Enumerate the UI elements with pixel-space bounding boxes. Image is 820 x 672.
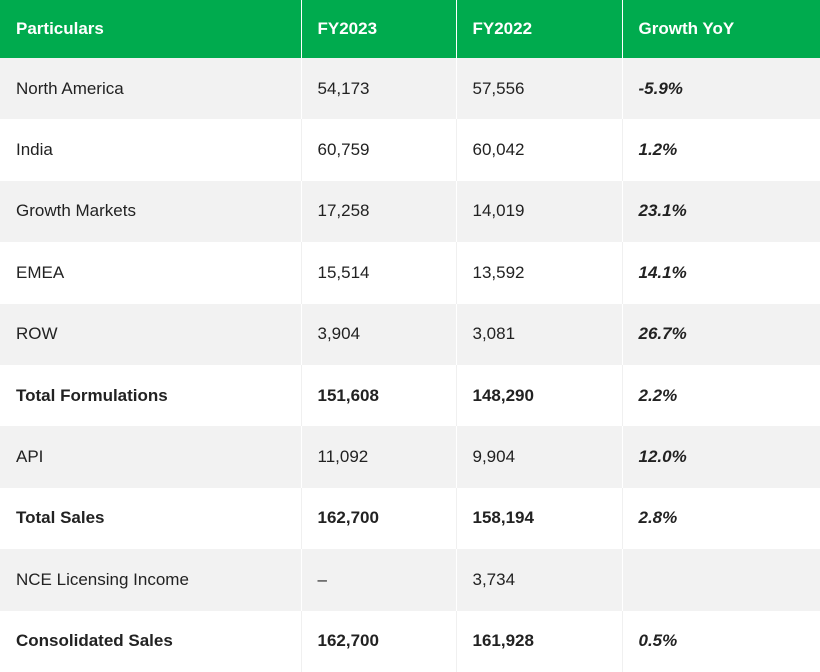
table-cell: 2.8%	[622, 487, 820, 550]
table-cell: 1.2%	[622, 119, 820, 181]
table-cell: 3,904	[301, 303, 457, 365]
header-cell: Growth YoY	[622, 0, 820, 58]
table-cell: 9,904	[456, 426, 623, 488]
table-row: NCE Licensing Income –3,734	[0, 549, 820, 611]
table-cell: 162,700	[301, 610, 457, 672]
table-cell: 2.2%	[622, 364, 820, 427]
table-row: Total Sales 162,700 158,194 2.8%	[0, 487, 820, 550]
table-cell: 57,556	[456, 58, 623, 120]
table-cell: North America	[0, 58, 302, 120]
table-cell: 26.7%	[622, 303, 820, 365]
table-cell	[622, 549, 820, 611]
header-cell: FY2023	[301, 0, 457, 58]
table-cell: 162,700	[301, 487, 457, 550]
table-cell: 158,194	[456, 487, 623, 550]
table-row: India 60,759 60,042 1.2%	[0, 119, 820, 181]
table-cell: 161,928	[456, 610, 623, 672]
header-cell: Particulars	[0, 0, 302, 58]
table-row: ROW 3,904 3,081 26.7%	[0, 303, 820, 365]
table-cell: 13,592	[456, 242, 623, 304]
header-row: Particulars FY2023 FY2022 Growth YoY	[0, 0, 820, 58]
table-cell: 15,514	[301, 242, 457, 304]
table-cell: 0.5%	[622, 610, 820, 672]
table-cell: 11,092	[301, 426, 457, 488]
table-cell: Total Sales	[0, 487, 302, 550]
table-row: North America 54,173 57,556 -5.9%	[0, 58, 820, 120]
table-row: API 11,092 9,904 12.0%	[0, 426, 820, 488]
table-cell: 12.0%	[622, 426, 820, 488]
table-cell: ROW	[0, 303, 302, 365]
table-cell: India	[0, 119, 302, 181]
table-cell: 3,081	[456, 303, 623, 365]
table-cell: NCE Licensing Income	[0, 549, 302, 611]
table-cell: 14,019	[456, 180, 623, 243]
table-cell: Consolidated Sales	[0, 610, 302, 672]
table-body: North America 54,173 57,556 -5.9% India 60,75…	[0, 58, 820, 672]
table-row: Growth Markets 17,258 14,019 23.1%	[0, 180, 820, 243]
table-cell: 60,042	[456, 119, 623, 181]
table-row: Total Formulations 151,608 148,290 2.2%	[0, 364, 820, 427]
table-row: EMEA 15,514 13,592 14.1%	[0, 242, 820, 304]
table-row: Consolidated Sales 162,700 161,928 0.5%	[0, 610, 820, 672]
table-header: Particulars FY2023 FY2022 Growth YoY	[0, 0, 820, 58]
table-cell: 3,734	[456, 549, 623, 611]
table-cell: 17,258	[301, 180, 457, 243]
table-cell: 60,759	[301, 119, 457, 181]
table-cell: –	[301, 549, 457, 611]
table-cell: 14.1%	[622, 242, 820, 304]
table-cell: 151,608	[301, 364, 457, 427]
table-cell: Total Formulations	[0, 364, 302, 427]
header-cell: FY2022	[456, 0, 623, 58]
table-cell: Growth Markets	[0, 180, 302, 243]
table-cell: 23.1%	[622, 180, 820, 243]
table-cell: -5.9%	[622, 58, 820, 120]
table-cell: API	[0, 426, 302, 488]
table-cell: 148,290	[456, 364, 623, 427]
table-cell: 54,173	[301, 58, 457, 120]
table-cell: EMEA	[0, 242, 302, 304]
